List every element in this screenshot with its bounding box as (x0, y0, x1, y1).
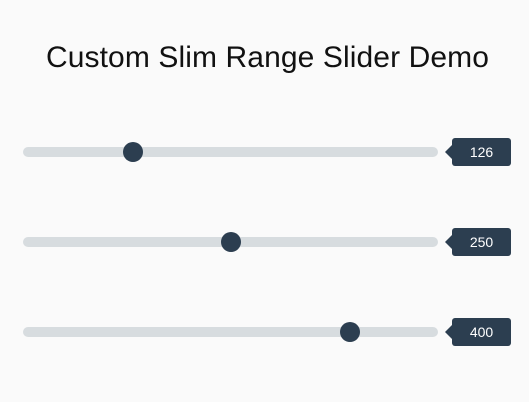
slider-thumb[interactable] (122, 142, 143, 162)
slider-track[interactable] (23, 232, 438, 252)
slider-track[interactable] (23, 142, 438, 162)
slider-track[interactable] (23, 322, 438, 342)
range-slider-3[interactable]: 400 (23, 318, 511, 346)
slider-thumb[interactable] (221, 232, 242, 252)
slider-value-badge: 126 (445, 138, 511, 166)
page-title: Custom Slim Range Slider Demo (45, 41, 490, 74)
slider-value-badge: 250 (445, 228, 511, 256)
range-slider-2[interactable]: 250 (23, 228, 511, 256)
slider-value-badge: 400 (445, 318, 511, 346)
slider-thumb[interactable] (340, 322, 361, 342)
range-slider-1[interactable]: 126 (23, 138, 511, 166)
